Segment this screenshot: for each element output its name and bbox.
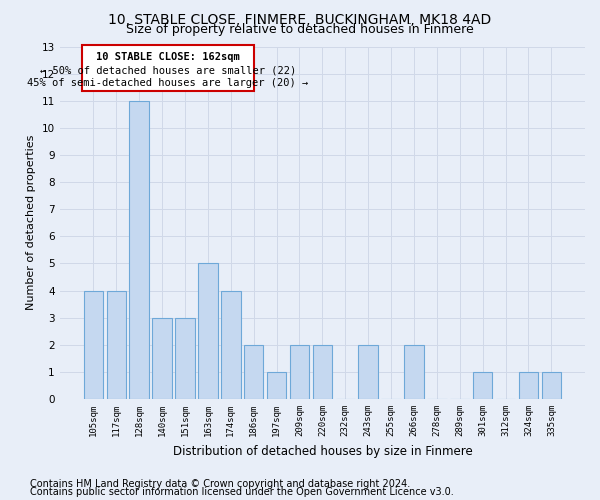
Bar [198, 264, 218, 399]
Bar [313, 345, 332, 399]
Text: 10, STABLE CLOSE, FINMERE, BUCKINGHAM, MK18 4AD: 10, STABLE CLOSE, FINMERE, BUCKINGHAM, M… [109, 12, 491, 26]
X-axis label: Distribution of detached houses by size in Finmere: Distribution of detached houses by size … [173, 444, 472, 458]
Bar [290, 345, 309, 399]
Bar [152, 318, 172, 399]
Bar [473, 372, 493, 399]
Bar [267, 372, 286, 399]
Text: 45% of semi-detached houses are larger (20) →: 45% of semi-detached houses are larger (… [28, 78, 308, 88]
Bar [83, 290, 103, 399]
Bar [542, 372, 561, 399]
Bar [244, 345, 263, 399]
Y-axis label: Number of detached properties: Number of detached properties [26, 135, 36, 310]
Bar [130, 100, 149, 399]
Bar [107, 290, 126, 399]
Bar [221, 290, 241, 399]
Bar [175, 318, 195, 399]
Text: 10 STABLE CLOSE: 162sqm: 10 STABLE CLOSE: 162sqm [96, 52, 240, 62]
Text: Contains HM Land Registry data © Crown copyright and database right 2024.: Contains HM Land Registry data © Crown c… [30, 479, 410, 489]
Text: Size of property relative to detached houses in Finmere: Size of property relative to detached ho… [126, 23, 474, 36]
Text: ← 50% of detached houses are smaller (22): ← 50% of detached houses are smaller (22… [40, 66, 296, 76]
Bar [519, 372, 538, 399]
Bar [358, 345, 378, 399]
FancyBboxPatch shape [82, 45, 254, 91]
Text: Contains public sector information licensed under the Open Government Licence v3: Contains public sector information licen… [30, 487, 454, 497]
Bar [404, 345, 424, 399]
